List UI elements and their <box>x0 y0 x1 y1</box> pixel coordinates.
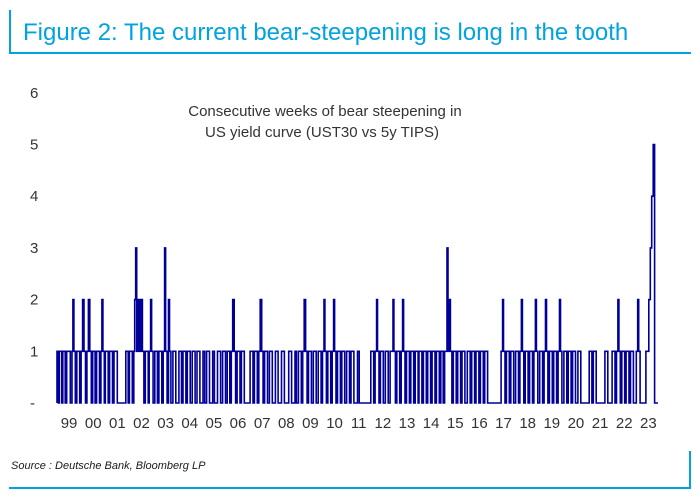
x-tick-label: 09 <box>302 415 319 432</box>
y-tick-label: 3 <box>30 240 38 257</box>
chart-subtitle-line-1: Consecutive weeks of bear steepening in <box>188 103 462 120</box>
bear-steepening-weeks-series <box>56 143 658 404</box>
x-tick-label: 18 <box>519 415 536 432</box>
y-tick-label: - <box>30 395 35 412</box>
y-tick-label: 2 <box>30 292 38 309</box>
x-tick-label: 02 <box>133 415 150 432</box>
x-tick-label: 21 <box>592 415 609 432</box>
x-tick-label: 05 <box>206 415 223 432</box>
figure-title: Figure 2: The current bear-steepening is… <box>23 19 629 46</box>
source-footer: Source : Deutsche Bank, Bloomberg LP <box>9 451 691 489</box>
x-tick-label: 22 <box>616 415 633 432</box>
x-tick-label: 16 <box>471 415 488 432</box>
x-tick-label: 01 <box>109 415 126 432</box>
y-tick-label: 5 <box>30 137 38 154</box>
x-tick-label: 07 <box>254 415 271 432</box>
x-tick-label: 14 <box>423 415 440 432</box>
x-tick-label: 15 <box>447 415 464 432</box>
x-tick-label: 12 <box>374 415 391 432</box>
x-tick-label: 10 <box>326 415 343 432</box>
x-tick-label: 13 <box>399 415 416 432</box>
x-tick-label: 17 <box>495 415 512 432</box>
x-tick-label: 00 <box>85 415 102 432</box>
chart-subtitle-line-2: US yield curve (UST30 vs 5y TIPS) <box>205 124 439 141</box>
x-tick-label: 06 <box>230 415 247 432</box>
y-tick-label: 1 <box>30 343 38 360</box>
y-tick-label: 6 <box>30 85 38 102</box>
x-axis: 99 00 01 02 03 04 05 06 07 08 09 10 11 12 13 14 15 16 17 18… <box>61 415 657 432</box>
x-tick-label: 04 <box>181 415 198 432</box>
source-note: Source : Deutsche Bank, Bloomberg LP <box>11 460 206 472</box>
x-tick-label: 20 <box>568 415 585 432</box>
figure-header: Figure 2: The current bear-steepening is… <box>9 10 691 54</box>
x-tick-label: 11 <box>351 415 367 432</box>
x-tick-label: 23 <box>640 415 657 432</box>
x-tick-label: 99 <box>61 415 78 432</box>
x-tick-label: 08 <box>278 415 295 432</box>
y-tick-label: 4 <box>30 188 38 205</box>
x-tick-label: 03 <box>157 415 174 432</box>
x-tick-label: 19 <box>543 415 560 432</box>
y-axis: - 1 2 3 4 5 6 <box>30 85 38 412</box>
